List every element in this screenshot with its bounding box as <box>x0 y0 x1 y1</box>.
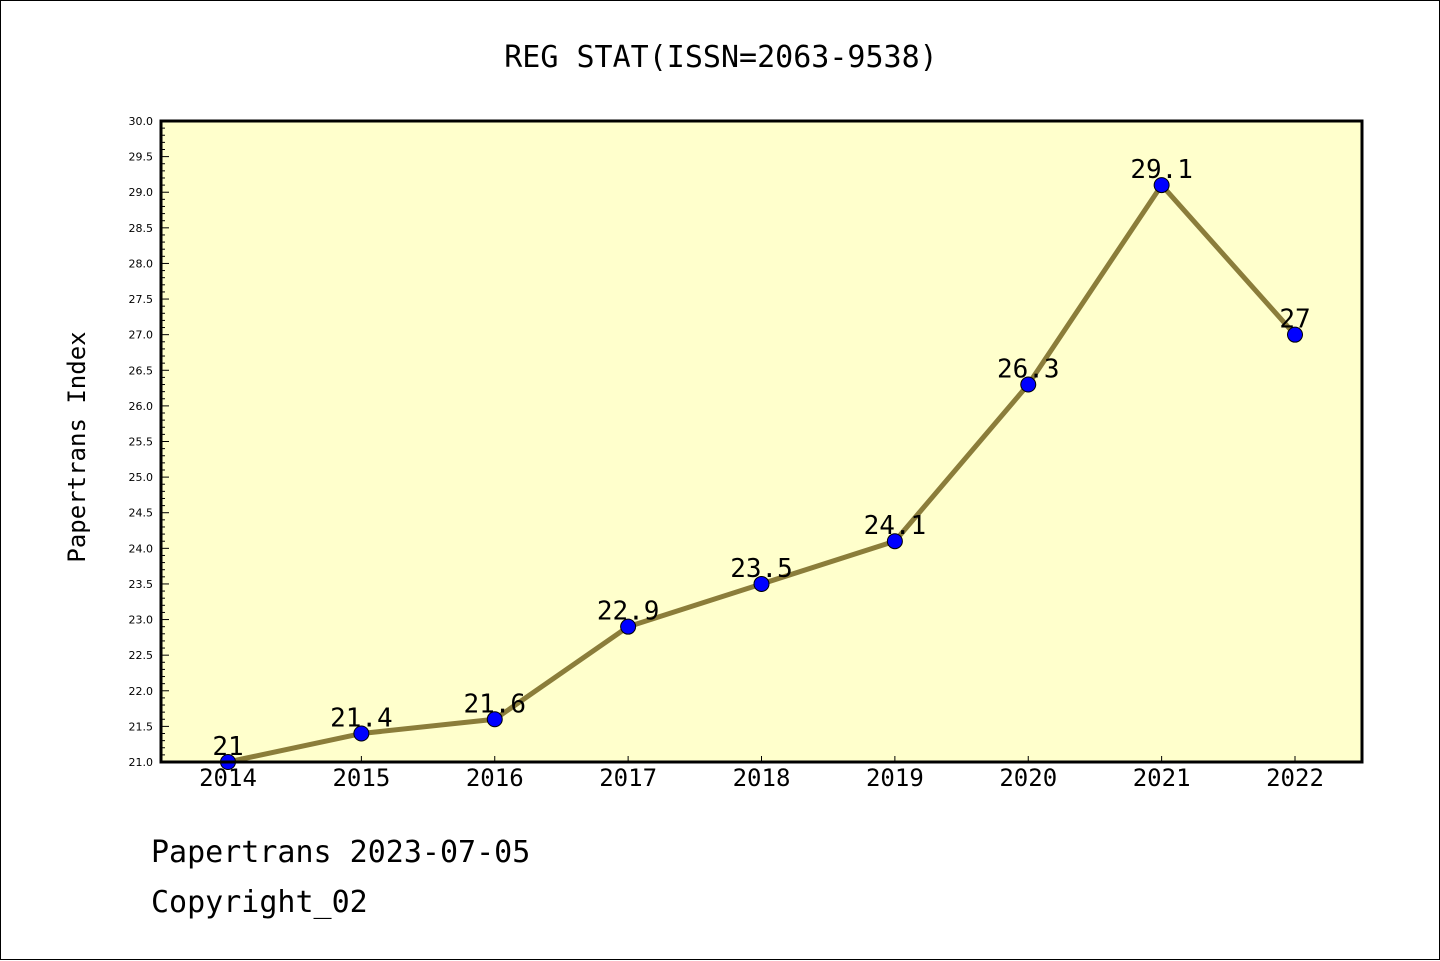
data-label: 29.1 <box>1130 155 1193 185</box>
y-tick-label: 22.5 <box>129 649 154 662</box>
plot-area <box>161 121 1362 762</box>
footer-copyright: Copyright_02 <box>151 885 368 920</box>
data-point <box>886 533 903 550</box>
y-tick-label: 23.5 <box>129 578 154 591</box>
x-tick-label: 2018 <box>733 764 791 792</box>
data-label: 23.5 <box>730 554 793 584</box>
data-point <box>353 725 370 742</box>
y-tick-label: 24.0 <box>129 542 154 555</box>
x-tick-label: 2015 <box>332 764 390 792</box>
data-label: 21 <box>212 732 243 762</box>
x-tick-label: 2022 <box>1266 764 1324 792</box>
y-tick-label: 26.0 <box>129 400 154 413</box>
data-point <box>1287 326 1303 343</box>
y-tick-label: 27.5 <box>129 293 154 306</box>
y-tick-label: 28.5 <box>129 222 154 235</box>
y-tick-label: 30.0 <box>129 115 154 128</box>
y-tick-label: 21.0 <box>129 756 154 769</box>
x-tick-label: 2019 <box>866 764 924 792</box>
y-axis-label: Papertrans Index <box>63 331 91 562</box>
data-point <box>1020 376 1037 393</box>
plot-border <box>159 119 1364 764</box>
y-tick-label: 28.0 <box>129 257 154 270</box>
x-tick-label: 2021 <box>1133 764 1191 792</box>
y-tick-label: 26.5 <box>129 364 154 377</box>
data-label: 21.6 <box>463 689 526 719</box>
y-tick-label: 21.5 <box>129 720 154 733</box>
y-tick-label: 25.5 <box>129 436 154 449</box>
data-point <box>486 711 503 728</box>
data-label: 22.9 <box>597 597 660 627</box>
y-tick-label: 22.0 <box>129 685 154 698</box>
data-label: 27 <box>1279 305 1310 335</box>
x-tick-label: 2020 <box>999 764 1057 792</box>
data-point <box>753 575 770 592</box>
data-point <box>620 618 637 635</box>
x-tick-label: 2016 <box>466 764 524 792</box>
footer-date: Papertrans 2023-07-05 <box>151 835 531 870</box>
data-labels: 21 21.4 21.6 22.9 23.5 24.1 26.3 29.1 27 <box>212 155 1310 762</box>
y-tick-label: 27.0 <box>129 329 154 342</box>
x-axis: 2014 2015 2016 2017 2018 2019 2020 2021 2022 <box>199 756 1324 792</box>
y-tick-label: 29.5 <box>129 151 154 164</box>
data-label: 26.3 <box>997 355 1060 385</box>
y-tick-label: 25.0 <box>129 471 154 484</box>
y-tick-label: 23.0 <box>129 614 154 627</box>
x-tick-label: 2017 <box>599 764 657 792</box>
data-point <box>1153 177 1170 194</box>
y-tick-label: 24.5 <box>129 507 154 520</box>
y-tick-label: 29.0 <box>129 186 154 199</box>
data-label: 21.4 <box>330 704 393 734</box>
chart-title: REG STAT(ISSN=2063-9538) <box>504 40 937 75</box>
data-label: 24.1 <box>864 511 927 541</box>
